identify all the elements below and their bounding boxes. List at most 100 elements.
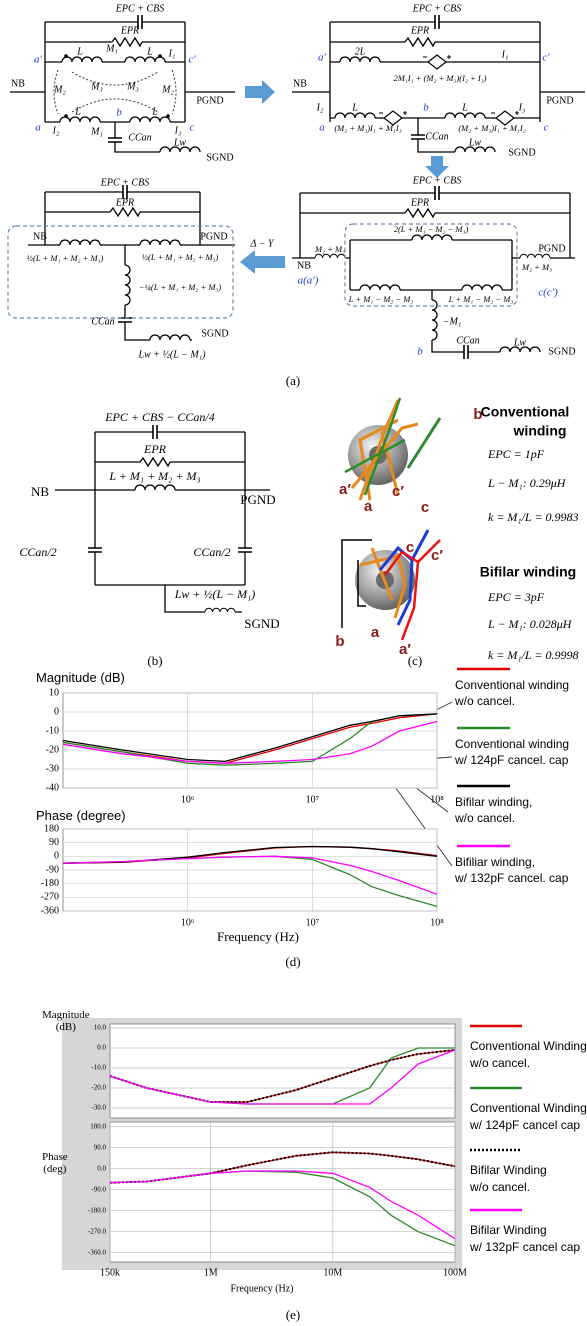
y-tick-label: -270 xyxy=(41,892,59,903)
label: M₁ xyxy=(90,126,103,137)
label: (M₂ + M₃)I₁ + M₁I₃ xyxy=(334,123,401,133)
caption: (e) xyxy=(286,1307,300,1322)
use xyxy=(140,458,170,466)
use xyxy=(411,135,425,139)
use xyxy=(445,113,485,120)
circle xyxy=(158,54,162,58)
axis-title: Frequency (Hz) xyxy=(230,1283,293,1294)
y-tick-label: 90 xyxy=(49,837,59,848)
label: −¼(L + M₁ + M₂ + M₃) xyxy=(139,282,222,292)
label: L xyxy=(461,102,468,113)
label: k = M₁/L = 0.9998 xyxy=(488,648,578,662)
y-tick-label: 0.0 xyxy=(97,1044,106,1052)
legend-label: Conventional winding w/ 124pF cancel. ca… xyxy=(455,736,569,768)
axis-title: Frequency (Hz) xyxy=(217,929,299,944)
y-tick-label: 0.0 xyxy=(97,1164,106,1172)
label: Δ − Y xyxy=(250,238,275,249)
label: a xyxy=(371,624,380,641)
label: ½(L + M₁ + M₂ + M₃) xyxy=(142,252,219,262)
use xyxy=(405,209,435,217)
label: PGND xyxy=(200,231,227,242)
label: L xyxy=(151,106,158,117)
label: L − M₁: 0.028μH xyxy=(487,617,573,631)
y-tick-label: -10 xyxy=(46,725,59,736)
axis-title: Magnitude (dB) xyxy=(36,670,125,685)
label: NB xyxy=(297,260,311,271)
label: L xyxy=(146,46,153,57)
circle xyxy=(64,54,68,58)
y-tick-label: -20 xyxy=(46,744,59,755)
label: c xyxy=(544,122,549,134)
use xyxy=(464,345,468,359)
legend-label: Bifilar Winding w/o cancel. xyxy=(470,1162,547,1196)
label: CCan xyxy=(425,131,448,142)
label: I₃ xyxy=(518,102,526,113)
x-tick-label: 10⁸ xyxy=(430,794,444,805)
label: L + M₁ − M₂ − M₃ xyxy=(348,294,414,304)
label: b xyxy=(423,102,429,114)
label: b xyxy=(417,346,423,358)
label: 2(L + M₁ − M₂ − M₃) xyxy=(394,224,469,234)
use xyxy=(315,254,345,259)
label: EPC + CBS xyxy=(115,3,164,14)
label: EPC = 3pF xyxy=(487,590,545,604)
use xyxy=(60,117,100,124)
use xyxy=(412,235,452,242)
use xyxy=(423,55,451,69)
circle xyxy=(166,114,170,118)
label: SGND xyxy=(548,346,575,357)
label: a xyxy=(35,122,41,134)
label: L + M₁ + M₂ + M₃ xyxy=(108,469,200,483)
label: Bifilar winding xyxy=(480,564,576,580)
legend-label: Conventional winding w/o cancel. xyxy=(455,677,569,709)
y-tick-label: 180.0 xyxy=(90,1122,106,1130)
label: M₁ xyxy=(105,43,118,54)
label: PGND xyxy=(196,95,223,106)
label: M₃ xyxy=(126,81,139,92)
label: SGND xyxy=(244,616,279,631)
use xyxy=(462,285,502,292)
label: (M₂ + M₃)I₁ + M₁I₂ xyxy=(458,123,525,133)
label: L xyxy=(76,46,83,57)
label: I₂ xyxy=(52,125,60,136)
y-tick-label: 90.0 xyxy=(94,1143,107,1151)
label: Lw xyxy=(173,137,187,148)
axis-title: Phase (deg) xyxy=(42,1151,68,1175)
use xyxy=(118,318,132,322)
label: M₂ xyxy=(161,84,174,95)
label: CCan/2 xyxy=(193,545,230,559)
y-tick-label: -270.0 xyxy=(88,1227,107,1235)
label: a′ xyxy=(318,52,327,64)
y-tick-label: -10.0 xyxy=(91,1064,106,1072)
label: M₂ + M₃ xyxy=(314,244,345,254)
use xyxy=(405,38,435,46)
label: c(c′) xyxy=(538,287,558,299)
use xyxy=(520,254,550,259)
y-tick-label: -360.0 xyxy=(88,1248,107,1256)
flow-arrow xyxy=(240,250,285,274)
label: c′ xyxy=(392,483,404,500)
label: EPC + CBS − CCan/4 xyxy=(104,410,215,424)
flow-arrow xyxy=(245,80,275,104)
use xyxy=(205,608,235,613)
circle xyxy=(64,114,68,118)
label: M₂ + M₃ xyxy=(521,262,552,272)
label: Lw xyxy=(468,137,482,148)
axis-title: Phase (degree) xyxy=(36,808,126,823)
x-tick-label: 100M xyxy=(443,1267,467,1278)
label: 2M₁I₁ + (M₂ + M₃)(I₂ + I₃) xyxy=(394,73,487,83)
use xyxy=(130,117,170,124)
x-tick-label: 10⁸ xyxy=(430,917,444,928)
label: SGND xyxy=(508,147,535,158)
use xyxy=(62,57,102,64)
label: EPR xyxy=(115,197,134,208)
label: EPR xyxy=(120,25,139,36)
y-tick-label: -30.0 xyxy=(91,1104,106,1112)
label: ½(L + M₁ + M₂ + M₃) xyxy=(27,253,104,263)
label: NB xyxy=(33,231,47,242)
label: I₁ xyxy=(501,49,509,60)
label: c′ xyxy=(188,54,196,66)
label: EPR xyxy=(410,197,429,208)
legend-label: Bifilar winding, w/o cancel. xyxy=(455,794,532,826)
use xyxy=(88,548,102,552)
